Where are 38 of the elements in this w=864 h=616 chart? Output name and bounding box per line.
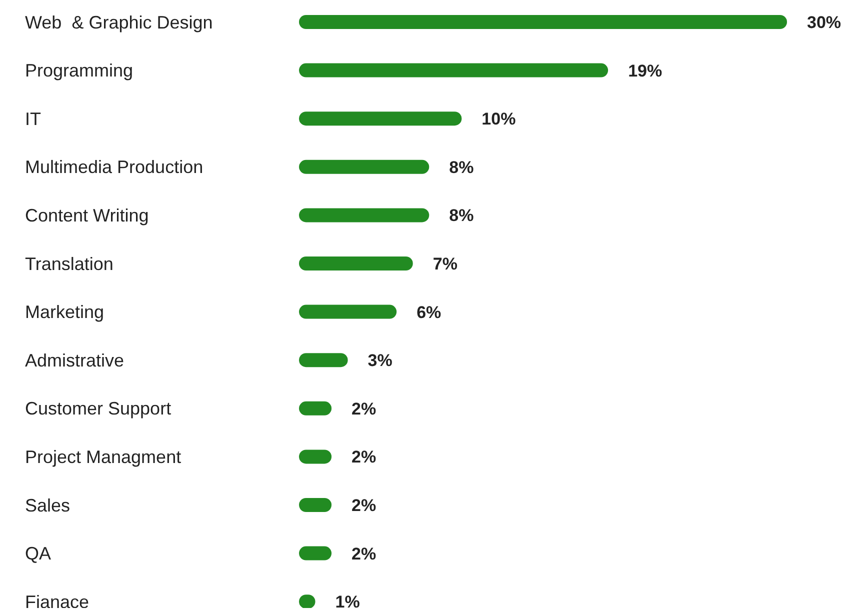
data-label: 6% [416,302,442,322]
data-label: 2% [352,496,376,515]
y-tick-label: Project Managment [25,447,182,467]
y-tick-label: QA [25,544,52,564]
data-label: 10% [482,110,516,129]
data-label: 8% [449,206,474,226]
y-tick-label: Web & Graphic Design [25,12,213,32]
y-tick-label: Marketing [25,302,104,322]
data-label: 19% [628,61,662,80]
y-tick-label: IT [25,108,41,129]
data-label: 30% [807,12,842,32]
y-tick-label: Multimedia Production [25,157,204,178]
bar [299,112,462,126]
y-tick-label: Programming [25,60,134,81]
data-label: 1% [335,592,360,612]
data-label: 8% [449,158,474,177]
y-tick-label: Customer Support [25,398,172,419]
bar [299,256,413,270]
bar [299,450,332,464]
y-tick-label: Translation [25,254,114,274]
bar [299,160,430,174]
bar [299,208,430,222]
y-tick-label: Content Writing [25,206,149,226]
bar [299,304,397,319]
bar [299,15,787,29]
data-label: 2% [352,448,376,467]
data-label: 7% [432,254,458,274]
data-label: 2% [352,399,376,418]
data-label: 3% [368,351,392,370]
y-tick-label: Fianace [25,592,90,612]
bar [299,353,348,368]
bar [299,401,332,416]
y-tick-label: Sales [25,495,70,516]
bar [299,498,332,512]
bar [299,63,608,78]
bar [299,546,332,560]
y-tick-label: Admistrative [25,350,124,370]
data-label: 2% [352,544,376,564]
